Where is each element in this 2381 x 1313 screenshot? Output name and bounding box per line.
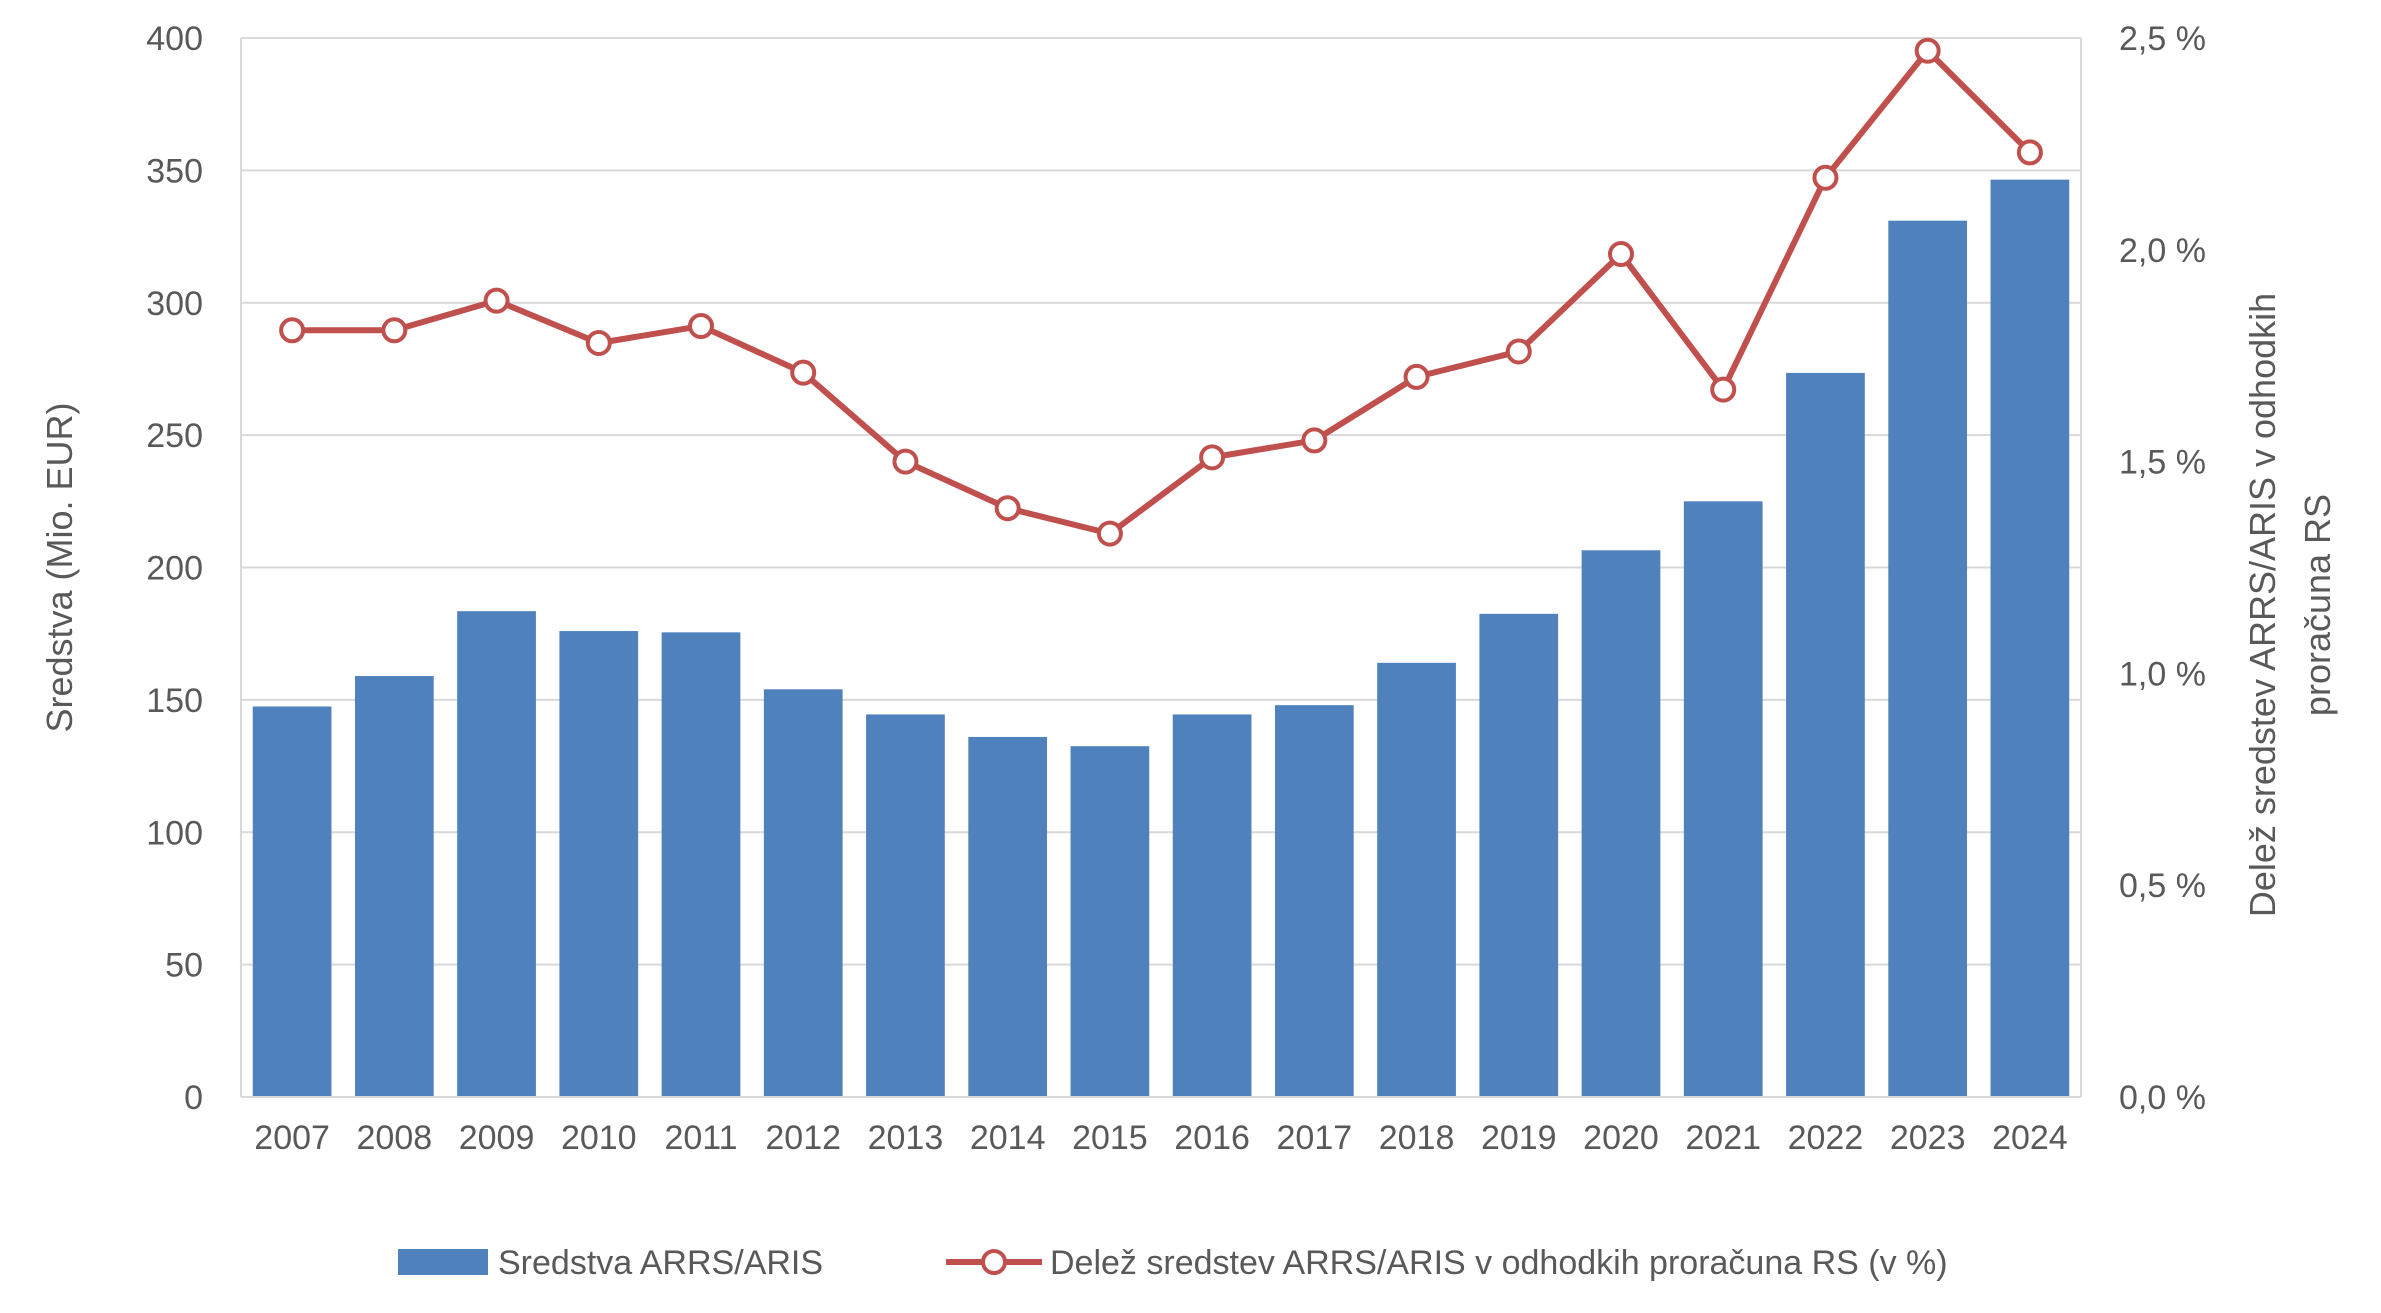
- bar[interactable]: [1274, 705, 1354, 1097]
- y-left-tick-label: 300: [146, 285, 203, 323]
- line-point[interactable]: [483, 287, 510, 314]
- x-tick-label: 2007: [254, 1119, 330, 1157]
- y-right-tick-label: 1,0 %: [2119, 655, 2206, 693]
- line-point[interactable]: [688, 313, 714, 340]
- bar[interactable]: [559, 631, 639, 1097]
- legend-swatch-bars: [398, 1249, 488, 1275]
- bar[interactable]: [1172, 714, 1252, 1097]
- bar[interactable]: [968, 736, 1048, 1097]
- x-tick-label: 2023: [1890, 1119, 1966, 1157]
- line-point[interactable]: [1812, 164, 1839, 191]
- x-tick-label: 2014: [970, 1119, 1046, 1157]
- legend-marker-line: [981, 1249, 1007, 1275]
- bar[interactable]: [1581, 550, 1661, 1097]
- line-point[interactable]: [1914, 37, 1941, 64]
- line-point[interactable]: [381, 317, 408, 344]
- y-right-tick-label: 2,5 %: [2119, 20, 2206, 58]
- x-tick-label: 2021: [1685, 1119, 1761, 1157]
- bar[interactable]: [1888, 220, 1968, 1098]
- y-left-tick-label: 50: [165, 947, 203, 985]
- line-point[interactable]: [994, 495, 1021, 522]
- bar[interactable]: [457, 611, 536, 1097]
- y-left-tick-label: 200: [146, 550, 203, 588]
- bar[interactable]: [1683, 501, 1763, 1097]
- line-point[interactable]: [1096, 520, 1123, 547]
- y-left-axis-title: Sredstva (Mio. EUR): [39, 402, 80, 732]
- y-right-tick-label: 0,5 %: [2119, 867, 2206, 905]
- x-tick-label: 2020: [1583, 1119, 1659, 1157]
- line-point[interactable]: [892, 448, 919, 475]
- bar[interactable]: [866, 714, 945, 1097]
- x-tick-label: 2018: [1379, 1119, 1455, 1157]
- line-point[interactable]: [1199, 444, 1226, 471]
- y-left-tick-label: 350: [146, 152, 203, 190]
- x-tick-label: 2022: [1788, 1119, 1864, 1157]
- line-point[interactable]: [2016, 139, 2043, 166]
- x-tick-label: 2024: [1992, 1119, 2068, 1157]
- bar[interactable]: [661, 632, 741, 1097]
- x-tick-label: 2010: [561, 1119, 637, 1157]
- bar[interactable]: [1070, 746, 1150, 1097]
- line-point[interactable]: [1301, 427, 1328, 454]
- y-right-tick-label: 0,0 %: [2119, 1079, 2206, 1117]
- bar[interactable]: [1377, 662, 1456, 1097]
- line-point[interactable]: [1505, 338, 1532, 365]
- line-point[interactable]: [1403, 363, 1430, 390]
- bar[interactable]: [1786, 372, 1865, 1097]
- bar[interactable]: [763, 689, 843, 1097]
- x-tick-label: 2017: [1277, 1119, 1353, 1157]
- x-tick-label: 2019: [1481, 1119, 1557, 1157]
- line-point[interactable]: [1710, 376, 1737, 403]
- line-point[interactable]: [279, 317, 306, 344]
- y-right-axis-title-line2: proračuna RS: [2297, 494, 2338, 716]
- bar[interactable]: [1479, 613, 1559, 1097]
- y-left-tick-label: 100: [146, 814, 203, 852]
- legend-label-bars: Sredstva ARRS/ARIS: [498, 1244, 823, 1282]
- y-left-tick-label: 400: [146, 20, 203, 58]
- y-right-axis-title-line1: Delež sredstev ARRS/ARIS v odhodkih: [2242, 293, 2283, 917]
- line-point[interactable]: [585, 329, 612, 356]
- legend-label-line: Delež sredstev ARRS/ARIS v odhodkih pror…: [1050, 1244, 1948, 1282]
- x-tick-label: 2016: [1174, 1119, 1250, 1157]
- line-series: [292, 47, 2033, 537]
- line-point[interactable]: [790, 359, 817, 386]
- bar[interactable]: [1990, 179, 2070, 1098]
- x-tick-label: 2013: [868, 1119, 944, 1157]
- bar[interactable]: [252, 706, 332, 1097]
- x-tick-label: 2008: [357, 1119, 433, 1157]
- x-tick-label: 2011: [664, 1119, 737, 1157]
- y-right-tick-label: 1,5 %: [2119, 444, 2206, 482]
- line-point[interactable]: [1608, 241, 1634, 268]
- y-left-tick-label: 150: [146, 682, 203, 720]
- x-tick-label: 2009: [459, 1119, 535, 1157]
- y-left-tick-label: 0: [184, 1079, 203, 1117]
- y-left-tick-label: 250: [146, 417, 203, 455]
- y-right-tick-label: 2,0 %: [2119, 232, 2206, 270]
- x-tick-label: 2015: [1072, 1119, 1148, 1157]
- bar[interactable]: [354, 676, 434, 1097]
- x-tick-label: 2012: [765, 1119, 841, 1157]
